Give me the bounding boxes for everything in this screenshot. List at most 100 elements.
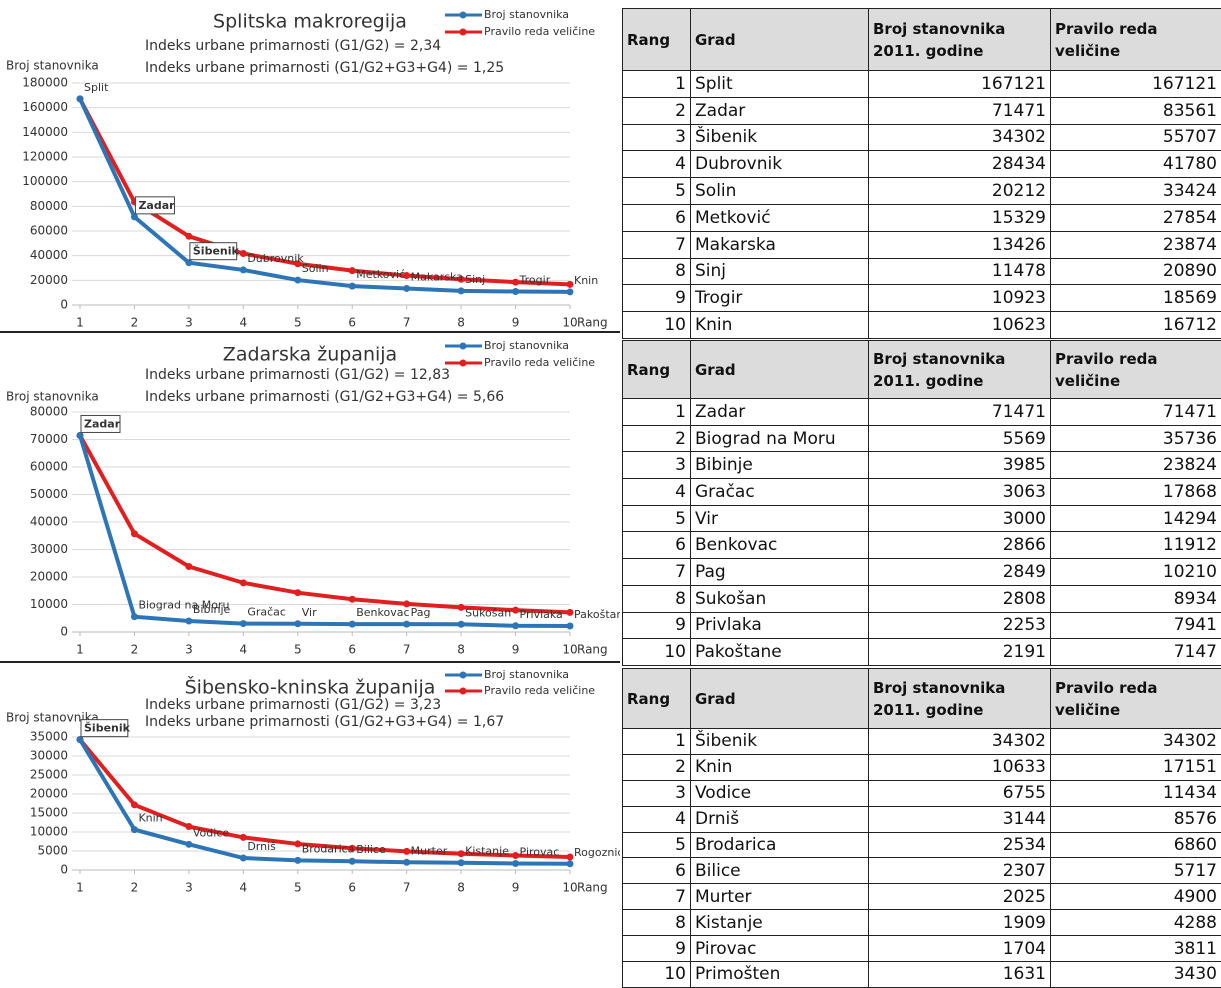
table-cell: 8576 [1051, 806, 1221, 832]
x-tick-label: 5 [294, 643, 302, 657]
marker [458, 287, 465, 294]
point-label: Bilice [356, 843, 386, 856]
marker [240, 579, 247, 586]
table-cell: 167121 [1051, 71, 1221, 98]
y-axis-label: Broj stanovnika [6, 59, 99, 73]
table-cell: Šibenik [691, 729, 869, 755]
x-tick-label: 6 [348, 316, 356, 330]
table-cell: 3430 [1051, 962, 1221, 988]
table-cell: 16712 [1051, 312, 1221, 339]
x-tick-label: 1 [76, 643, 84, 657]
y-tick-label: 0 [60, 625, 68, 639]
marker [294, 857, 301, 864]
y-tick-label: 140000 [22, 125, 68, 139]
table-cell: Vir [691, 505, 869, 532]
chart-title: Šibensko-kninska županija [185, 675, 436, 699]
x-tick-label: 2 [131, 881, 139, 895]
table-cell: 7 [623, 884, 691, 910]
table-cell: 4900 [1051, 884, 1221, 910]
table-cell: 3 [623, 124, 691, 151]
x-tick-label: 4 [240, 881, 248, 895]
point-label: Makarska [411, 270, 463, 283]
legend-marker [460, 360, 467, 367]
marker [403, 285, 410, 292]
table-cell: 71471 [869, 97, 1051, 124]
table-cell: 3000 [869, 505, 1051, 532]
annotation: Indeks urbane primarnosti (G1/G2+G3+G4) … [145, 714, 504, 730]
marker [349, 283, 356, 290]
header-cell: Broj stanovnika 2011. godine [869, 9, 1051, 71]
legend-label: Broj stanovnika [484, 339, 569, 352]
table-cell: 34302 [1051, 729, 1221, 755]
point-label: Zadar [84, 417, 121, 430]
table-cell: Primošten [691, 962, 869, 988]
legend-marker [460, 12, 467, 19]
table-cell: 10 [623, 962, 691, 988]
point-label: Brodarica [302, 842, 355, 855]
x-tick-label: 9 [512, 643, 520, 657]
table-cell: 6 [623, 858, 691, 884]
table-cell: 4288 [1051, 910, 1221, 936]
table-cell: 9 [623, 936, 691, 962]
table-cell: 2 [623, 425, 691, 452]
table-cell: 4 [623, 151, 691, 178]
x-tick-label: 10 [562, 881, 577, 895]
chart-title: Zadarska županija [223, 344, 397, 366]
table-cell: 7147 [1051, 639, 1221, 666]
table-cell: 3 [623, 452, 691, 479]
table-cell: Gračac [691, 479, 869, 506]
x-axis-label: Rang [577, 316, 608, 330]
point-label: Zadar [138, 199, 175, 212]
marker [458, 850, 465, 857]
table-cell: 34302 [869, 124, 1051, 151]
header-cell: Grad [691, 9, 869, 71]
table-cell: 4 [623, 806, 691, 832]
table-cell: 2307 [869, 858, 1051, 884]
marker [512, 279, 519, 286]
legend-marker [460, 343, 467, 350]
marker [512, 607, 519, 614]
table-cell: 2253 [869, 612, 1051, 639]
table-cell: 2808 [869, 585, 1051, 612]
table-cell: Knin [691, 754, 869, 780]
annotation: Indeks urbane primarnosti (G1/G2) = 2,34 [145, 38, 441, 54]
y-tick-label: 0 [60, 863, 68, 877]
table-cell: 6 [623, 532, 691, 559]
marker [240, 620, 247, 627]
series-line [80, 99, 570, 285]
marker [131, 826, 138, 833]
table-cell: 23824 [1051, 452, 1221, 479]
marker [185, 259, 192, 266]
table-cell: Pirovac [691, 936, 869, 962]
x-tick-label: 5 [294, 316, 302, 330]
table-cell: 3811 [1051, 936, 1221, 962]
header-cell: Rang [623, 669, 691, 729]
x-tick-label: 10 [562, 316, 577, 330]
table-cell: 6 [623, 204, 691, 231]
table-cell: Sukošan [691, 585, 869, 612]
y-tick-label: 20000 [30, 570, 68, 584]
header-cell: Broj stanovnika 2011. godine [869, 669, 1051, 729]
table-cell: 3 [623, 780, 691, 806]
table-cell: Solin [691, 178, 869, 205]
marker [131, 801, 138, 808]
table-cell: 10 [623, 639, 691, 666]
table-cell: Brodarica [691, 832, 869, 858]
x-axis-label: Rang [577, 643, 608, 657]
point-label: Vodice [193, 826, 229, 839]
point-label: Pakoštane [574, 608, 620, 621]
table-cell: Split [691, 71, 869, 98]
marker [349, 858, 356, 865]
series-line [80, 740, 570, 857]
